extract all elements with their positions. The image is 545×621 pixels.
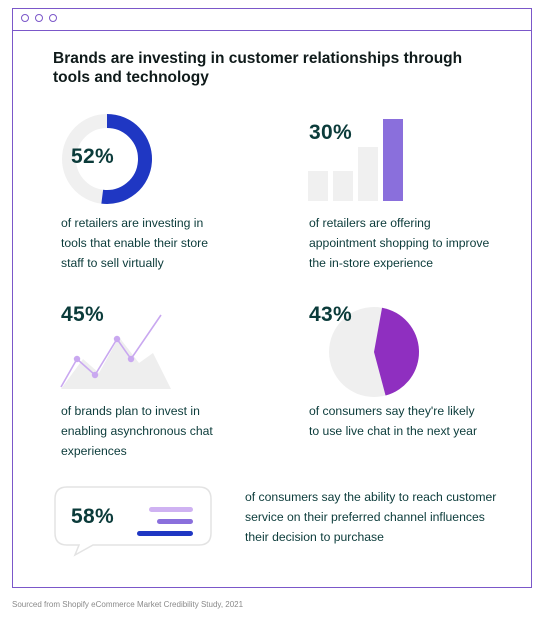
window-topbar: [13, 9, 531, 31]
chat-line-1: [149, 507, 193, 512]
pie-43-chart: [329, 307, 419, 397]
stat-value-5: 58%: [71, 505, 114, 528]
chat-line-2: [157, 519, 193, 524]
mountain-shape: [61, 337, 171, 389]
bar-2: [333, 171, 353, 201]
stat-value-2: 30%: [309, 121, 352, 144]
trend-point: [113, 335, 121, 343]
stat-value-4: 43%: [309, 303, 352, 326]
chat-bubble-icon: [54, 486, 212, 557]
trend-point: [91, 371, 99, 379]
bar-4-highlight: [383, 119, 403, 201]
source-footnote: Sourced from Shopify eCommerce Market Cr…: [12, 600, 244, 609]
stat-caption-1: of retailers are investing in tools that…: [61, 216, 209, 270]
stat-caption-4: of consumers say they're likely to use l…: [309, 404, 478, 438]
stat-value-1: 52%: [71, 145, 114, 168]
chat-line-3: [137, 531, 193, 536]
trend-line: [60, 314, 162, 388]
stat-value-3: 45%: [61, 303, 104, 326]
pie-slice: [374, 307, 419, 396]
window-dot-icon: [35, 14, 43, 22]
window-dot-icon: [49, 14, 57, 22]
page-title: Brands are investing in customer relatio…: [53, 50, 463, 86]
stat-caption-3: of brands plan to invest in enabling asy…: [61, 404, 213, 458]
donut-arc: [101, 114, 152, 204]
stat-caption-2: of retailers are offering appointment sh…: [309, 216, 490, 270]
bar-3: [358, 147, 378, 201]
bar-1: [308, 171, 328, 201]
trend-point: [127, 355, 135, 363]
donut-52-chart: [62, 114, 152, 204]
stat-caption-5: of consumers say the ability to reach cu…: [245, 490, 497, 544]
window-dot-icon: [21, 14, 29, 22]
infographic-frame: Brands are investing in customer relatio…: [12, 8, 532, 588]
trend-point: [73, 355, 81, 363]
bars-30-chart: [308, 119, 403, 201]
trend-45-chart: [60, 314, 171, 389]
